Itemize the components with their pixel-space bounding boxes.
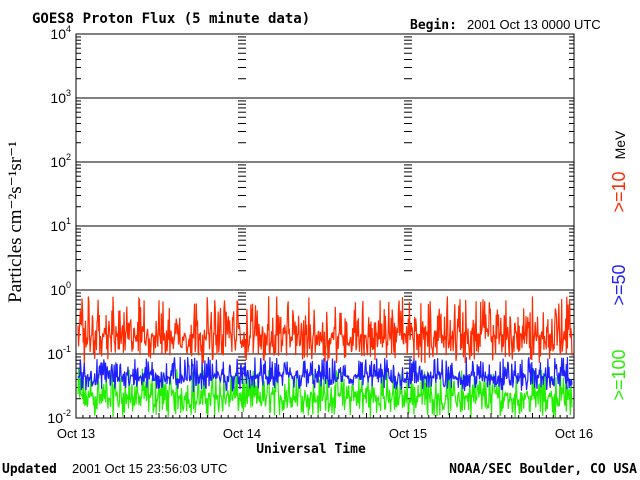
y-tick-label: 103: [50, 88, 71, 106]
updated-label: Updated: [2, 462, 57, 477]
y-tick-label: 101: [50, 216, 71, 234]
legend-ge50: >=50: [609, 264, 629, 305]
x-tick-label: Oct 13: [57, 426, 95, 441]
plot-frame: [75, 33, 575, 419]
source-credit: NOAA/SEC Boulder, CO USA: [449, 462, 637, 477]
chart-title: GOES8 Proton Flux (5 minute data): [32, 11, 310, 27]
begin-value: 2001 Oct 13 0000 UTC: [467, 17, 601, 32]
begin-label: Begin:: [410, 18, 457, 33]
legend-ge100: >=100: [609, 349, 629, 400]
y-tick-label: 104: [50, 24, 71, 42]
y-tick-label: 10-2: [47, 408, 71, 426]
x-tick-label: Oct 16: [555, 426, 593, 441]
y-axis-label: Particles cm⁻²s⁻¹sr⁻¹: [5, 141, 26, 303]
series-line-1: [77, 356, 573, 393]
series-layer: [77, 296, 573, 418]
y-tick-label: 10-1: [47, 344, 71, 362]
x-axis-label: Universal Time: [256, 442, 366, 457]
legend-unit: MeV: [612, 130, 628, 159]
legend-ge10: >=10: [609, 171, 629, 212]
updated-value: 2001 Oct 15 23:56:03 UTC: [72, 461, 227, 476]
y-tick-labels: 10-2 10-1 100 101 102 103 104: [47, 24, 71, 426]
y-tick-label: 100: [50, 280, 71, 298]
y-tick-label: 102: [50, 152, 71, 170]
x-tick-label: Oct 14: [223, 426, 261, 441]
x-tick-label: Oct 15: [389, 426, 427, 441]
x-tick-labels: Oct 13 Oct 14 Oct 15 Oct 16: [57, 426, 593, 441]
series-line-0: [77, 296, 573, 364]
